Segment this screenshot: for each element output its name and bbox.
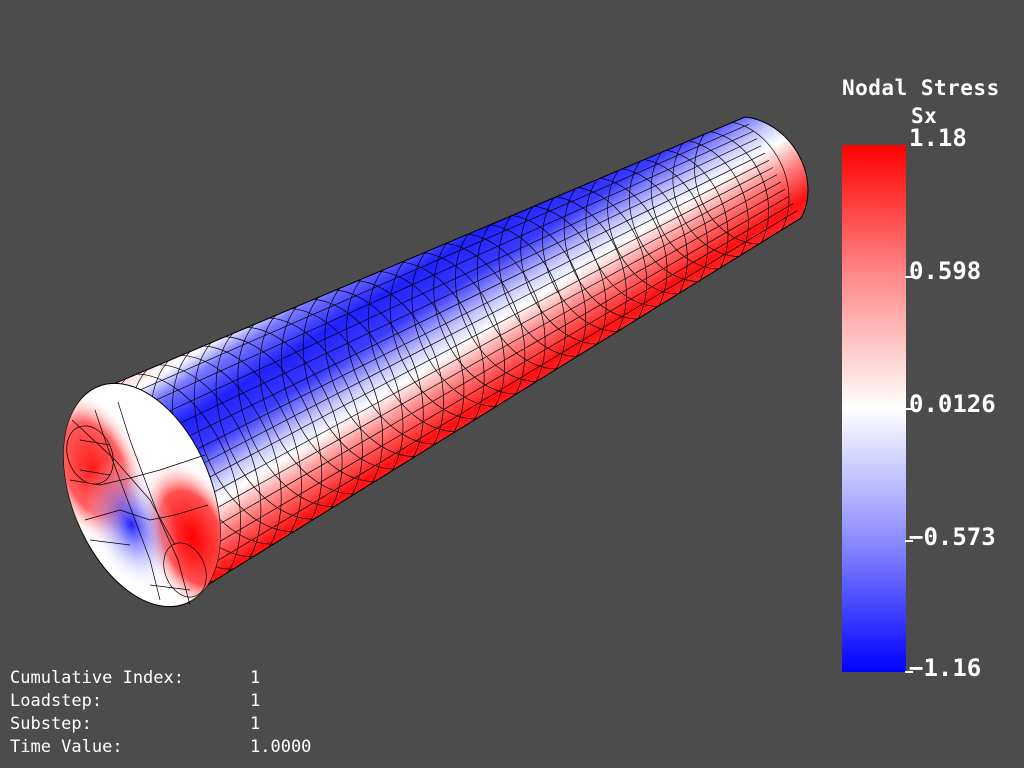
info-label-cumulative-index: Cumulative Index:	[10, 668, 184, 688]
mesh-line	[109, 123, 750, 404]
mesh-line	[125, 145, 762, 450]
mesh-line	[130, 152, 766, 465]
info-label-loadstep: Loadstep:	[10, 691, 103, 711]
mesh-line	[158, 188, 786, 542]
end-cap	[63, 382, 221, 608]
tick-mark	[905, 408, 913, 410]
mesh-line	[174, 210, 798, 588]
mesh-line	[179, 217, 802, 602]
tick-mark	[905, 276, 913, 278]
tick-mark	[905, 540, 913, 542]
legend-tick-max: 1.18	[909, 124, 967, 152]
legend-title: Nodal Stress	[842, 76, 1000, 100]
mesh-line	[104, 117, 746, 389]
tick-mark	[905, 671, 913, 673]
mesh-line	[141, 167, 774, 496]
mesh-line	[152, 181, 782, 526]
info-value-loadstep: 1	[250, 691, 261, 711]
legend-tick-min: −1.16	[909, 654, 982, 682]
info-value-cumulative-index: 1	[250, 668, 261, 688]
info-value-time-value: 1.0000	[250, 737, 312, 757]
legend-tick-4: −0.573	[909, 523, 996, 551]
info-label-time-value: Time Value:	[10, 737, 123, 757]
legend-subtitle: Sx	[911, 104, 938, 128]
legend-tick-2: 0.598	[909, 257, 982, 285]
mesh-line	[120, 138, 758, 435]
mesh-line	[147, 174, 778, 511]
info-value-substep: 1	[250, 714, 261, 734]
legend-tick-mid: 0.0126	[909, 390, 996, 418]
mesh-line	[136, 159, 770, 481]
color-scale-bar	[842, 145, 906, 672]
mesh-line	[163, 196, 790, 557]
mesh-line	[168, 203, 794, 572]
mesh-line	[114, 131, 754, 419]
info-label-substep: Substep:	[10, 714, 92, 734]
